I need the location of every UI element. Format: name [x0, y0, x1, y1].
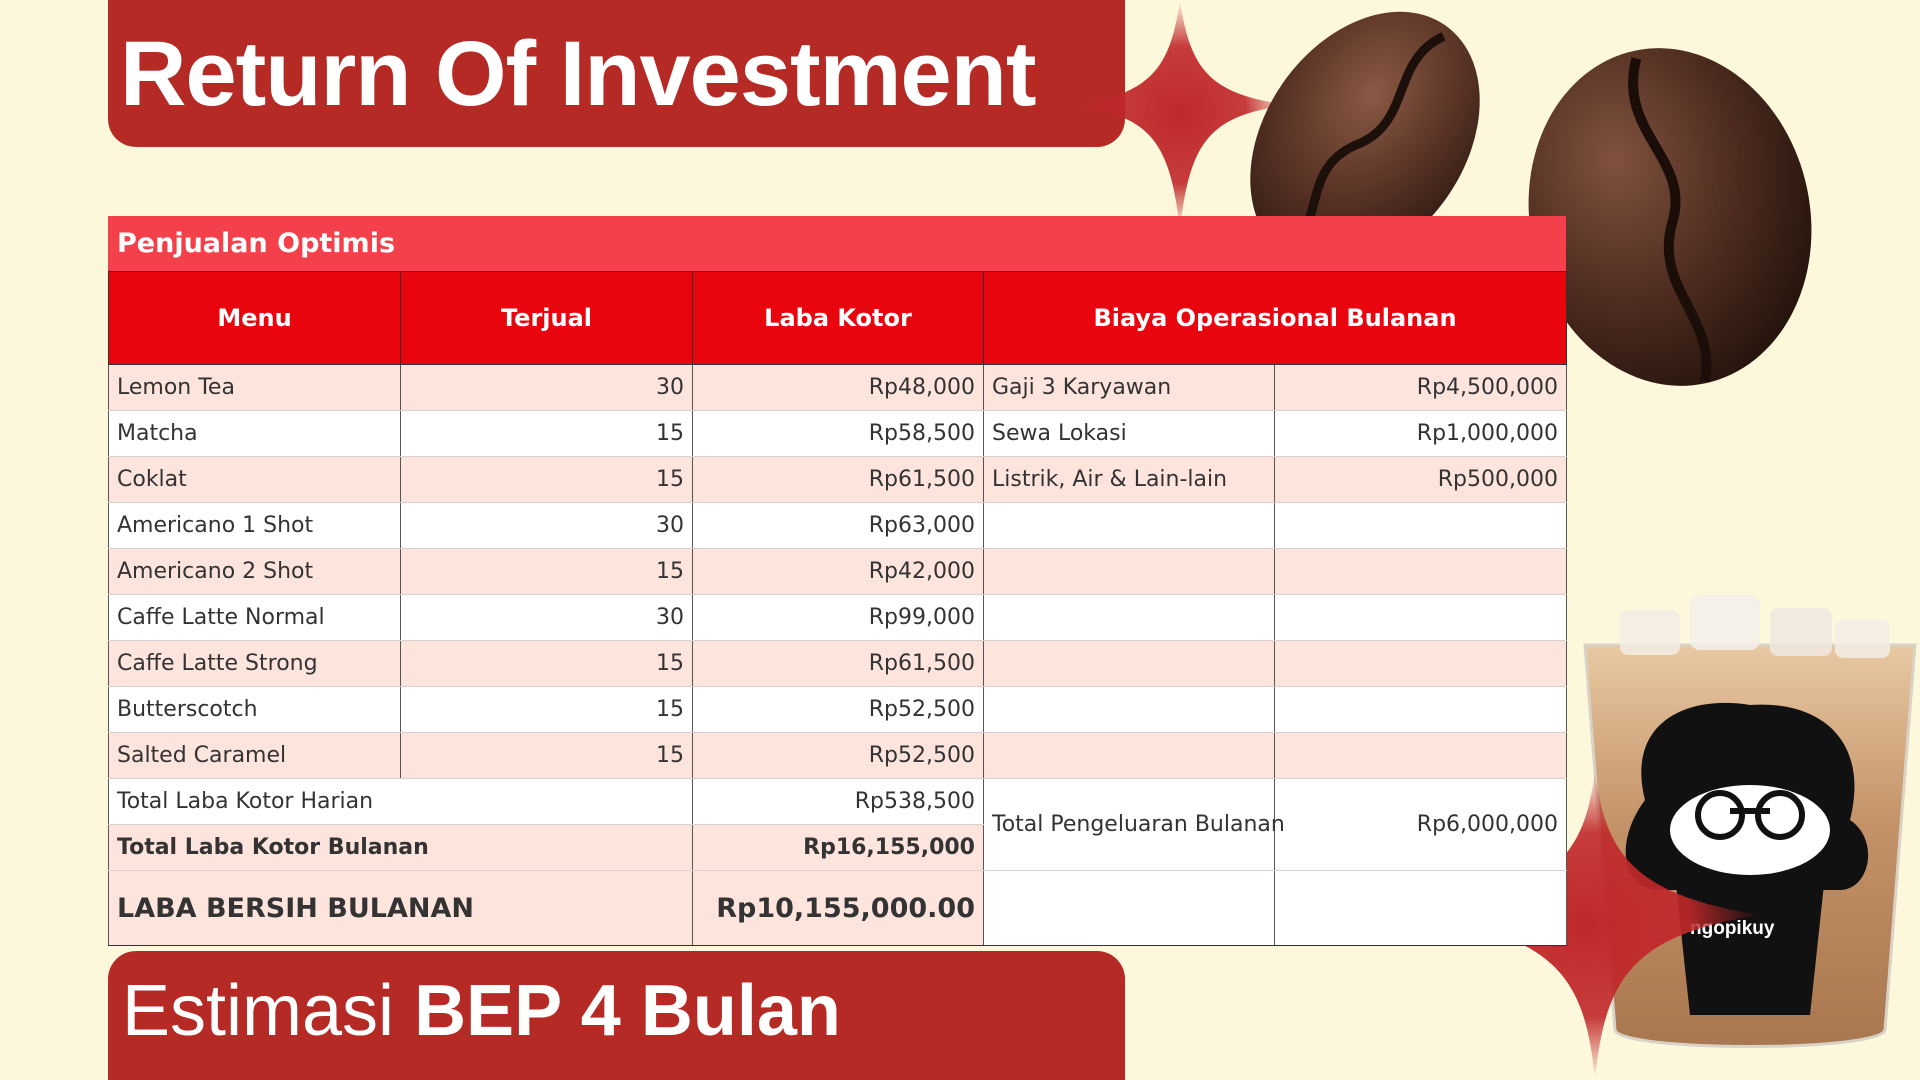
- expense-name-cell: Sewa Lokasi: [983, 410, 1275, 457]
- menu-cell: Lemon Tea: [108, 364, 401, 411]
- expense-name-cell: Listrik, Air & Lain-lain: [983, 456, 1275, 503]
- expense-value-cell: [1274, 732, 1567, 779]
- sold-cell: 15: [400, 456, 693, 503]
- expense-name-cell: [983, 686, 1275, 733]
- sold-cell: 15: [400, 640, 693, 687]
- bep-prefix: Estimasi: [122, 971, 395, 1051]
- title-banner: [108, 0, 1125, 147]
- menu-cell: Caffe Latte Strong: [108, 640, 401, 687]
- sold-cell: 15: [400, 686, 693, 733]
- sold-cell: 15: [400, 548, 693, 595]
- table-row: Caffe Latte Strong 15 Rp61,500: [108, 640, 1567, 687]
- gross-cell: Rp61,500: [692, 456, 984, 503]
- roi-table: Menu Terjual Laba Kotor Biaya Operasiona…: [108, 271, 1567, 946]
- monthly-total-label: Total Laba Kotor Bulanan: [108, 824, 693, 871]
- net-profit-row: LABA BERSIH BULANAN Rp10,155,000.00: [108, 870, 1567, 946]
- expense-total-value: Rp6,000,000: [1274, 778, 1567, 871]
- header-laba-kotor: Laba Kotor: [692, 271, 984, 365]
- gross-cell: Rp42,000: [692, 548, 984, 595]
- expense-value-cell: [1274, 686, 1567, 733]
- header-menu: Menu: [108, 271, 401, 365]
- expense-value-cell: [1274, 640, 1567, 687]
- daily-total-value: Rp538,500: [692, 778, 984, 825]
- expense-value-cell: Rp4,500,000: [1274, 364, 1567, 411]
- menu-cell: Matcha: [108, 410, 401, 457]
- menu-cell: Caffe Latte Normal: [108, 594, 401, 641]
- expense-value-cell: [1274, 594, 1567, 641]
- gross-cell: Rp61,500: [692, 640, 984, 687]
- expense-value-cell: Rp1,000,000: [1274, 410, 1567, 457]
- expense-value-cell: [1274, 502, 1567, 549]
- expense-name-cell: [983, 548, 1275, 595]
- sparkle-star-icon: [1410, 770, 1760, 1080]
- daily-total-label: Total Laba Kotor Harian: [108, 778, 693, 825]
- bep-highlight: BEP 4 Bulan: [414, 971, 841, 1051]
- sold-cell: 30: [400, 502, 693, 549]
- expense-name-cell: [983, 732, 1275, 779]
- header-terjual: Terjual: [400, 271, 693, 365]
- expense-value-cell: Rp500,000: [1274, 456, 1567, 503]
- net-profit-value: Rp10,155,000.00: [692, 870, 984, 946]
- gross-cell: Rp58,500: [692, 410, 984, 457]
- bep-estimate: Estimasi BEP 4 Bulan: [122, 971, 841, 1051]
- net-profit-label: LABA BERSIH BULANAN: [108, 870, 693, 946]
- sold-cell: 15: [400, 732, 693, 779]
- expense-name-cell: [983, 502, 1275, 549]
- table-row: Americano 1 Shot 30 Rp63,000: [108, 502, 1567, 549]
- table-caption: Penjualan Optimis: [108, 216, 1566, 271]
- expense-value-cell: [1274, 548, 1567, 595]
- table-row: Americano 2 Shot 15 Rp42,000: [108, 548, 1567, 595]
- sold-cell: 30: [400, 594, 693, 641]
- table-row: Matcha 15 Rp58,500 Sewa Lokasi Rp1,000,0…: [108, 410, 1567, 457]
- sold-cell: 15: [400, 410, 693, 457]
- monthly-total-row: Total Laba Kotor Bulanan Rp16,155,000: [108, 824, 1567, 871]
- table-row: Lemon Tea 30 Rp48,000 Gaji 3 Karyawan Rp…: [108, 364, 1567, 411]
- menu-cell: Coklat: [108, 456, 401, 503]
- table-row: Butterscotch 15 Rp52,500: [108, 686, 1567, 733]
- gross-cell: Rp52,500: [692, 732, 984, 779]
- menu-cell: Americano 2 Shot: [108, 548, 401, 595]
- coffee-bean-icon: [1528, 48, 1812, 386]
- gross-cell: Rp52,500: [692, 686, 984, 733]
- gross-cell: Rp63,000: [692, 502, 984, 549]
- iced-coffee-cup-icon: [1583, 595, 1917, 1048]
- sparkle-star-icon: [1070, 0, 1290, 230]
- sold-cell: 30: [400, 364, 693, 411]
- monthly-total-value: Rp16,155,000: [692, 824, 984, 871]
- empty-cell: [1274, 870, 1567, 946]
- table-row: Caffe Latte Normal 30 Rp99,000: [108, 594, 1567, 641]
- header-biaya-operasional: Biaya Operasional Bulanan: [983, 271, 1567, 365]
- expense-name-cell: Gaji 3 Karyawan: [983, 364, 1275, 411]
- expense-total-label: Total Pengeluaran Bulanan: [983, 778, 1285, 871]
- table-row: Salted Caramel 15 Rp52,500: [108, 732, 1567, 779]
- menu-cell: Americano 1 Shot: [108, 502, 401, 549]
- menu-cell: Butterscotch: [108, 686, 401, 733]
- expense-name-cell: [983, 594, 1275, 641]
- roi-table-sheet: Penjualan Optimis Menu Terjual Laba Koto…: [108, 216, 1567, 946]
- bep-banner: [108, 951, 1125, 1080]
- gross-cell: Rp48,000: [692, 364, 984, 411]
- table-row: Coklat 15 Rp61,500 Listrik, Air & Lain-l…: [108, 456, 1567, 503]
- menu-cell: Salted Caramel: [108, 732, 401, 779]
- daily-total-row: Total Laba Kotor Harian Rp538,500 Total …: [108, 778, 1567, 871]
- gross-cell: Rp99,000: [692, 594, 984, 641]
- empty-cell: [983, 870, 1275, 946]
- expense-name-cell: [983, 640, 1275, 687]
- page-title: Return Of Investment: [120, 23, 1036, 125]
